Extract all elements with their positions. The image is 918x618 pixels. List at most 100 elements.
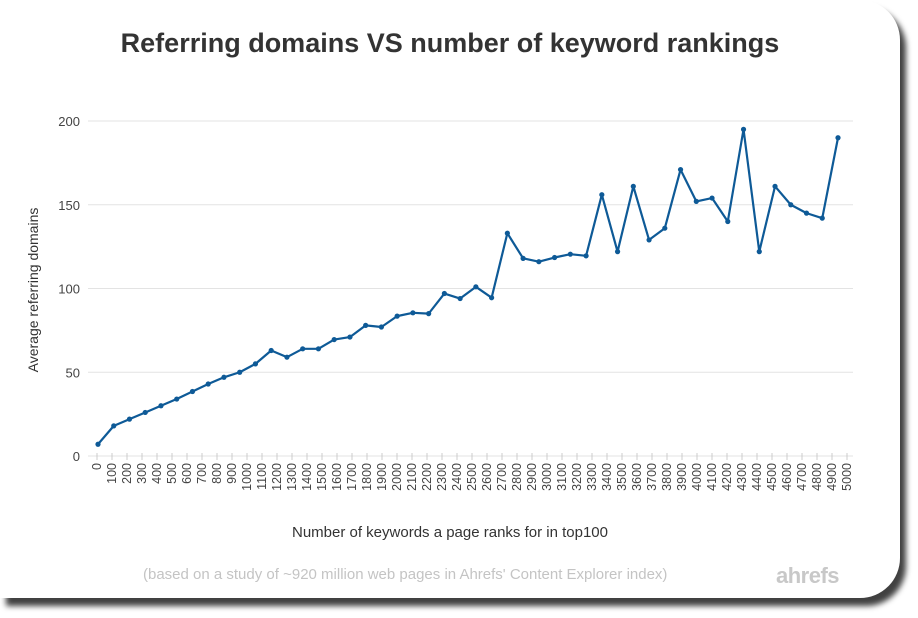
x-tick-label: 700 — [195, 463, 209, 484]
y-tick-label: 0 — [73, 449, 80, 464]
data-point — [740, 126, 747, 132]
data-point — [394, 313, 400, 319]
x-tick-label: 600 — [180, 463, 194, 484]
data-point — [363, 322, 369, 328]
data-point — [252, 361, 259, 367]
x-tick-label: 2300 — [435, 463, 449, 491]
data-point — [284, 354, 290, 360]
chart-title: Referring domains VS number of keyword r… — [120, 28, 780, 58]
x-tick-label: 2700 — [495, 463, 509, 491]
data-point — [646, 237, 652, 243]
data-point — [583, 253, 589, 259]
x-tick-label: 2200 — [420, 463, 434, 491]
x-tick-label: 1400 — [300, 463, 314, 491]
x-tick-label: 1300 — [285, 463, 299, 491]
footnote: (based on a study of ~920 million web pa… — [143, 566, 668, 583]
x-tick-label: 4700 — [795, 463, 809, 491]
data-point — [315, 346, 322, 352]
x-tick-label: 300 — [135, 463, 149, 484]
x-tick-label: 4800 — [810, 463, 824, 491]
data-point — [457, 295, 463, 302]
data-point — [536, 259, 542, 265]
y-tick-label: 50 — [66, 365, 80, 380]
x-tick-label: 400 — [150, 463, 164, 484]
x-tick-label: 4500 — [765, 463, 779, 491]
data-point — [189, 388, 196, 395]
data-point — [221, 374, 227, 380]
data-point — [300, 346, 306, 352]
x-tick-label: 800 — [210, 463, 224, 484]
data-point — [709, 195, 715, 201]
x-tick-label: 2500 — [465, 463, 479, 491]
y-tick-label: 100 — [58, 282, 80, 297]
data-point — [772, 183, 778, 189]
x-tick-label: 3300 — [585, 463, 599, 491]
x-tick-label: 1000 — [240, 463, 254, 491]
x-tick-label: 3600 — [630, 463, 644, 491]
x-tick-label: 4900 — [825, 463, 839, 491]
x-tick-label: 2900 — [525, 463, 539, 491]
data-point — [677, 166, 684, 173]
data-point — [331, 336, 337, 343]
data-point — [441, 290, 447, 297]
x-tick-label: 2100 — [405, 463, 419, 491]
data-point — [489, 295, 495, 301]
x-tick-label: 1200 — [270, 463, 284, 491]
data-point — [693, 198, 699, 204]
data-point — [142, 409, 148, 416]
x-tick-label: 2400 — [450, 463, 464, 491]
data-point — [835, 135, 841, 141]
data-point — [126, 416, 133, 422]
x-tick-label: 4300 — [735, 463, 749, 491]
x-tick-label: 3500 — [615, 463, 629, 491]
x-tick-label: 1800 — [360, 463, 374, 491]
data-point — [378, 324, 385, 330]
y-tick-label: 200 — [58, 114, 80, 129]
data-point — [756, 249, 762, 255]
data-point — [426, 311, 432, 317]
x-tick-label: 4100 — [705, 463, 719, 491]
data-point — [410, 310, 416, 316]
x-tick-label: 3800 — [660, 463, 674, 491]
x-tick-label: 4400 — [750, 463, 764, 491]
data-point — [567, 251, 573, 257]
x-tick-label: 4600 — [780, 463, 794, 491]
data-point — [205, 381, 211, 387]
chart-card — [0, 0, 900, 598]
y-tick-label: 150 — [58, 198, 80, 213]
x-tick-label: 2800 — [510, 463, 524, 491]
data-point — [662, 225, 668, 231]
x-tick-label: 5000 — [840, 463, 854, 491]
data-point — [504, 230, 510, 236]
x-tick-label: 3700 — [645, 463, 659, 491]
x-tick-label: 0 — [90, 463, 104, 470]
x-tick-label: 3900 — [675, 463, 689, 491]
x-tick-label: 1100 — [255, 463, 269, 490]
x-tick-label: 100 — [105, 463, 119, 484]
data-point — [174, 396, 180, 402]
x-tick-label: 200 — [120, 463, 134, 484]
x-tick-label: 500 — [165, 463, 179, 484]
data-point — [788, 202, 794, 208]
data-point — [158, 403, 164, 409]
data-point — [520, 255, 526, 261]
data-point — [111, 423, 117, 429]
data-point — [599, 192, 605, 198]
x-tick-label: 3100 — [555, 463, 569, 491]
data-point — [614, 249, 621, 255]
x-axis-label: Number of keywords a page ranks for in t… — [291, 524, 608, 541]
x-tick-label: 900 — [225, 463, 239, 484]
x-tick-label: 1700 — [345, 463, 359, 491]
x-tick-label: 2600 — [480, 463, 494, 491]
x-tick-label: 3000 — [540, 463, 554, 491]
data-point — [819, 215, 825, 221]
data-point — [268, 347, 274, 354]
x-tick-label: 4000 — [690, 463, 704, 491]
x-tick-label: 3200 — [570, 463, 584, 491]
x-tick-label: 2000 — [390, 463, 404, 491]
data-point — [237, 369, 243, 375]
data-point — [347, 334, 353, 340]
data-point — [95, 441, 101, 447]
data-point — [551, 254, 558, 261]
